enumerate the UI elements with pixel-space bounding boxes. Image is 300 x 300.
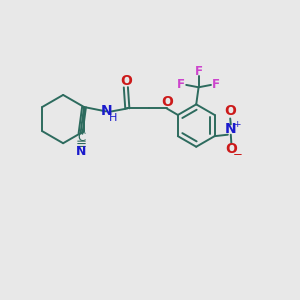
Text: F: F	[195, 64, 203, 78]
Text: N: N	[225, 122, 237, 136]
Text: ≡: ≡	[76, 138, 87, 151]
Text: O: O	[225, 142, 237, 156]
Text: C: C	[77, 130, 85, 143]
Text: O: O	[120, 74, 132, 88]
Text: N: N	[76, 145, 86, 158]
Text: O: O	[224, 103, 236, 118]
Text: F: F	[212, 78, 220, 92]
Text: O: O	[161, 95, 173, 109]
Text: +: +	[233, 120, 241, 129]
Text: H: H	[108, 113, 117, 123]
Text: F: F	[177, 78, 185, 92]
Text: N: N	[100, 104, 112, 118]
Text: −: −	[232, 148, 242, 161]
